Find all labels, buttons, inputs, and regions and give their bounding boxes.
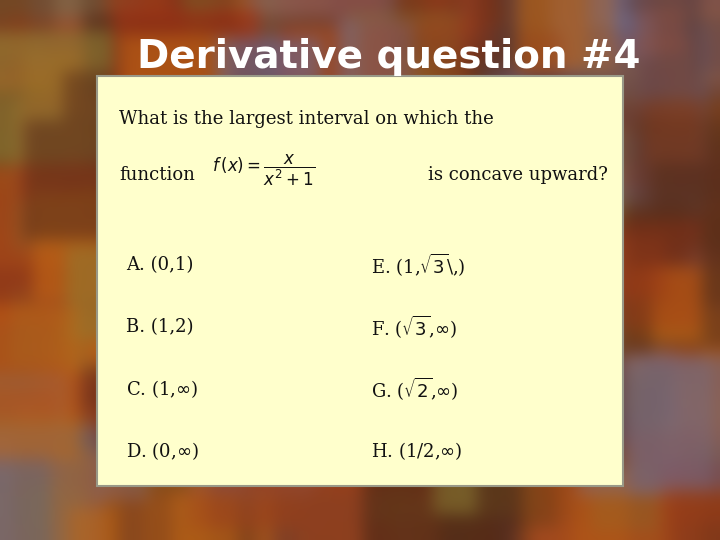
Text: A. (0,1): A. (0,1) [126,255,194,274]
Text: D. (0,$\infty$): D. (0,$\infty$) [126,440,199,462]
Text: What is the largest interval on which the: What is the largest interval on which th… [119,110,493,128]
Text: is concave upward?: is concave upward? [428,166,608,185]
Text: E. (1,$\sqrt{3}$\,): E. (1,$\sqrt{3}$\,) [371,251,465,278]
Text: F. ($\sqrt{3}$,$\infty$): F. ($\sqrt{3}$,$\infty$) [371,313,456,340]
Text: Derivative question #4: Derivative question #4 [137,38,640,76]
Text: G. ($\sqrt{2}$,$\infty$): G. ($\sqrt{2}$,$\infty$) [371,375,459,402]
Text: B. (1,2): B. (1,2) [126,318,194,336]
Text: C. (1,$\infty$): C. (1,$\infty$) [126,378,198,400]
Text: H. (1/2,$\infty$): H. (1/2,$\infty$) [371,440,462,462]
Text: function: function [119,166,194,185]
FancyBboxPatch shape [97,76,623,486]
Text: $f\,(x) = \dfrac{x}{x^2+1}$: $f\,(x) = \dfrac{x}{x^2+1}$ [212,152,315,188]
